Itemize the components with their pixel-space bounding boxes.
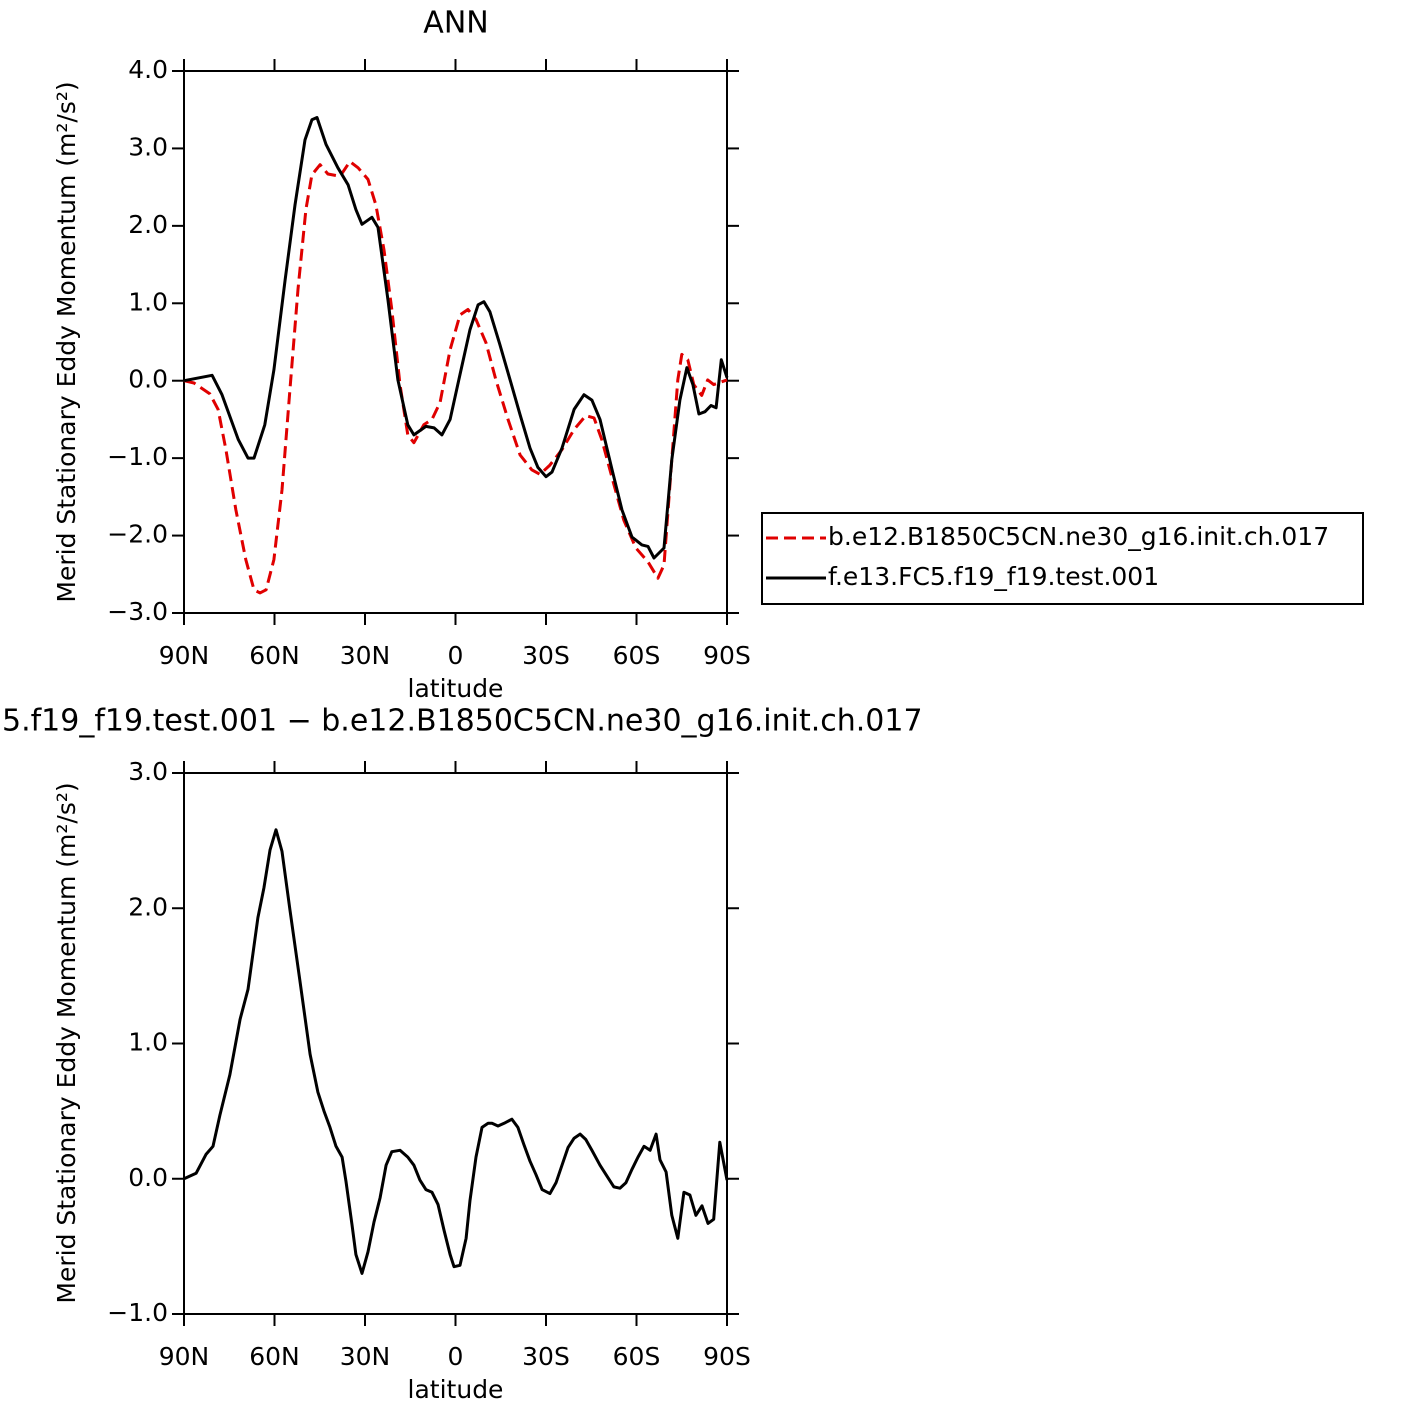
chart-title: ANN <box>423 6 488 41</box>
y-tick-label: 2.0 <box>128 892 168 921</box>
chart-title: 5.f19_f19.test.001 − b.e12.B1850C5CN.ne3… <box>2 704 923 739</box>
x-tick-label: 30N <box>340 641 391 670</box>
x-tick-label: 30N <box>340 1342 391 1371</box>
y-tick-label: 1.0 <box>128 287 168 316</box>
x-axis-label: latitude <box>408 674 504 703</box>
x-tick-label: 0 <box>448 1342 464 1371</box>
x-tick-label: 30S <box>522 641 570 670</box>
y-tick-label: 0.0 <box>128 1163 168 1192</box>
x-tick-label: 60N <box>249 1342 300 1371</box>
x-tick-label: 0 <box>448 641 464 670</box>
y-tick-label: 2.0 <box>128 210 168 239</box>
y-tick-label: 3.0 <box>128 132 168 161</box>
legend-box <box>761 512 1364 605</box>
x-tick-label: 90S <box>703 641 751 670</box>
legend-label: f.e13.FC5.f19_f19.test.001 <box>828 562 1159 591</box>
plot-frame <box>183 772 728 1315</box>
y-tick-label: 3.0 <box>128 757 168 786</box>
y-tick-label: 0.0 <box>128 365 168 394</box>
y-axis-label: Merid Stationary Eddy Momentum (m²/s²) <box>52 81 81 602</box>
y-tick-label: 1.0 <box>128 1028 168 1057</box>
legend-label: b.e12.B1850C5CN.ne30_g16.init.ch.017 <box>828 522 1329 551</box>
data-line <box>183 828 729 1275</box>
x-tick-label: 60S <box>613 641 661 670</box>
y-tick-label: 4.0 <box>128 55 168 84</box>
y-tick-label: −2.0 <box>107 520 168 549</box>
y-axis-label: Merid Stationary Eddy Momentum (m²/s²) <box>52 782 81 1303</box>
y-tick-label: −3.0 <box>107 597 168 626</box>
data-line <box>183 160 728 595</box>
x-tick-label: 90N <box>159 1342 210 1371</box>
data-line <box>183 116 729 560</box>
plot-frame <box>183 70 728 614</box>
x-tick-label: 90N <box>159 641 210 670</box>
x-tick-label: 90S <box>703 1342 751 1371</box>
x-tick-label: 60N <box>249 641 300 670</box>
x-tick-label: 30S <box>522 1342 570 1371</box>
y-tick-label: −1.0 <box>107 1298 168 1327</box>
x-axis-label: latitude <box>408 1375 504 1404</box>
x-tick-label: 60S <box>613 1342 661 1371</box>
y-tick-label: −1.0 <box>107 442 168 471</box>
